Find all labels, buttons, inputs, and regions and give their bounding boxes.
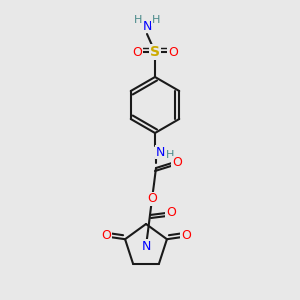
Text: N: N [142, 20, 152, 32]
Text: O: O [181, 229, 191, 242]
Text: H: H [166, 150, 174, 160]
Text: N: N [141, 239, 151, 253]
Text: O: O [147, 193, 157, 206]
Text: O: O [101, 229, 111, 242]
Text: H: H [134, 15, 142, 25]
Text: H: H [152, 15, 160, 25]
Text: O: O [132, 46, 142, 59]
Text: O: O [168, 46, 178, 59]
Text: O: O [172, 157, 182, 169]
Text: O: O [166, 206, 176, 220]
Text: S: S [150, 45, 160, 59]
Text: N: N [155, 146, 165, 158]
